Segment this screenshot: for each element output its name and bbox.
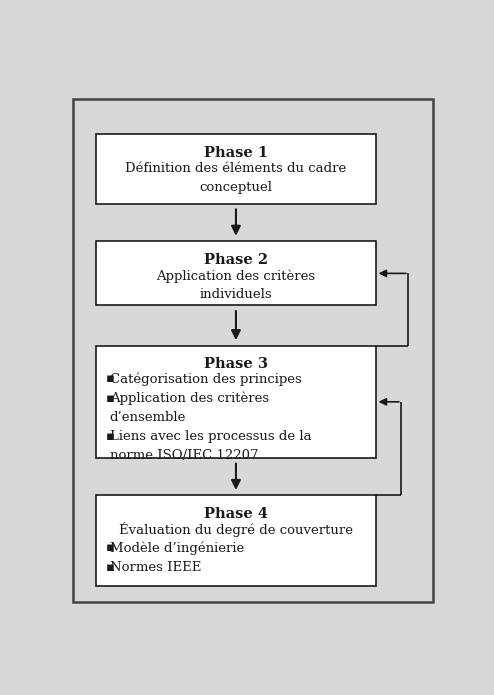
- Text: ▪: ▪: [106, 561, 115, 574]
- Text: ▪: ▪: [106, 541, 115, 555]
- Text: Phase 1: Phase 1: [204, 146, 268, 160]
- Text: ▪: ▪: [106, 392, 115, 404]
- Bar: [96, 134, 375, 204]
- Text: ▪: ▪: [106, 430, 115, 443]
- Text: Normes IEEE: Normes IEEE: [110, 561, 201, 574]
- Bar: [96, 496, 375, 587]
- Text: Phase 2: Phase 2: [204, 253, 268, 267]
- Text: d’ensemble: d’ensemble: [110, 411, 186, 424]
- Text: Modèle d’ingénierie: Modèle d’ingénierie: [110, 541, 244, 555]
- Bar: [96, 345, 375, 458]
- Text: individuels: individuels: [200, 288, 272, 302]
- Text: ▪: ▪: [106, 373, 115, 386]
- Text: Catégorisation des principes: Catégorisation des principes: [110, 373, 301, 386]
- Text: Application des critères: Application des critères: [157, 269, 316, 283]
- Bar: [96, 241, 375, 306]
- Text: Phase 4: Phase 4: [204, 507, 268, 521]
- Text: Phase 3: Phase 3: [204, 357, 268, 371]
- Text: conceptuel: conceptuel: [200, 181, 273, 195]
- Text: Liens avec les processus de la: Liens avec les processus de la: [110, 430, 311, 443]
- Text: Application des critères: Application des critères: [110, 392, 269, 405]
- Text: Définition des éléments du cadre: Définition des éléments du cadre: [125, 162, 347, 175]
- Text: Évaluation du degré de couverture: Évaluation du degré de couverture: [119, 522, 353, 537]
- Text: norme ISO/IEC 12207: norme ISO/IEC 12207: [110, 450, 258, 462]
